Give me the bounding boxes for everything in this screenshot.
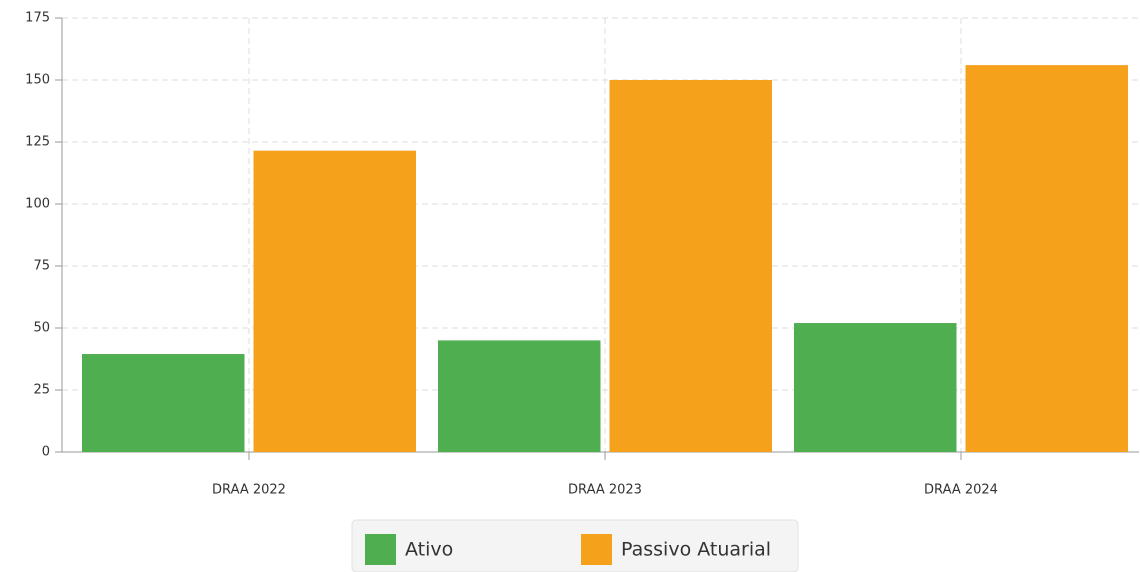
bar xyxy=(609,80,772,452)
y-tick-label: 175 xyxy=(25,11,50,26)
legend-swatch xyxy=(365,534,396,565)
x-tick-label: DRAA 2023 xyxy=(568,483,642,498)
legend-label: Ativo xyxy=(405,539,453,561)
y-tick-label: 75 xyxy=(33,259,50,274)
y-tick-label: 0 xyxy=(42,445,50,460)
y-tick-label: 150 xyxy=(25,73,50,88)
y-tick-label: 50 xyxy=(33,321,50,336)
bar xyxy=(253,150,416,452)
y-tick-label: 25 xyxy=(33,383,50,398)
y-tick-label: 125 xyxy=(25,135,50,150)
legend-swatch xyxy=(581,534,612,565)
legend-label: Passivo Atuarial xyxy=(621,539,771,561)
bar xyxy=(794,323,957,452)
bar xyxy=(82,354,245,452)
x-tick-label: DRAA 2022 xyxy=(212,483,286,498)
bar xyxy=(965,65,1128,453)
y-tick-label: 100 xyxy=(25,197,50,212)
legend-box xyxy=(351,519,799,572)
bar xyxy=(438,340,601,452)
x-tick-label: DRAA 2024 xyxy=(924,483,998,498)
